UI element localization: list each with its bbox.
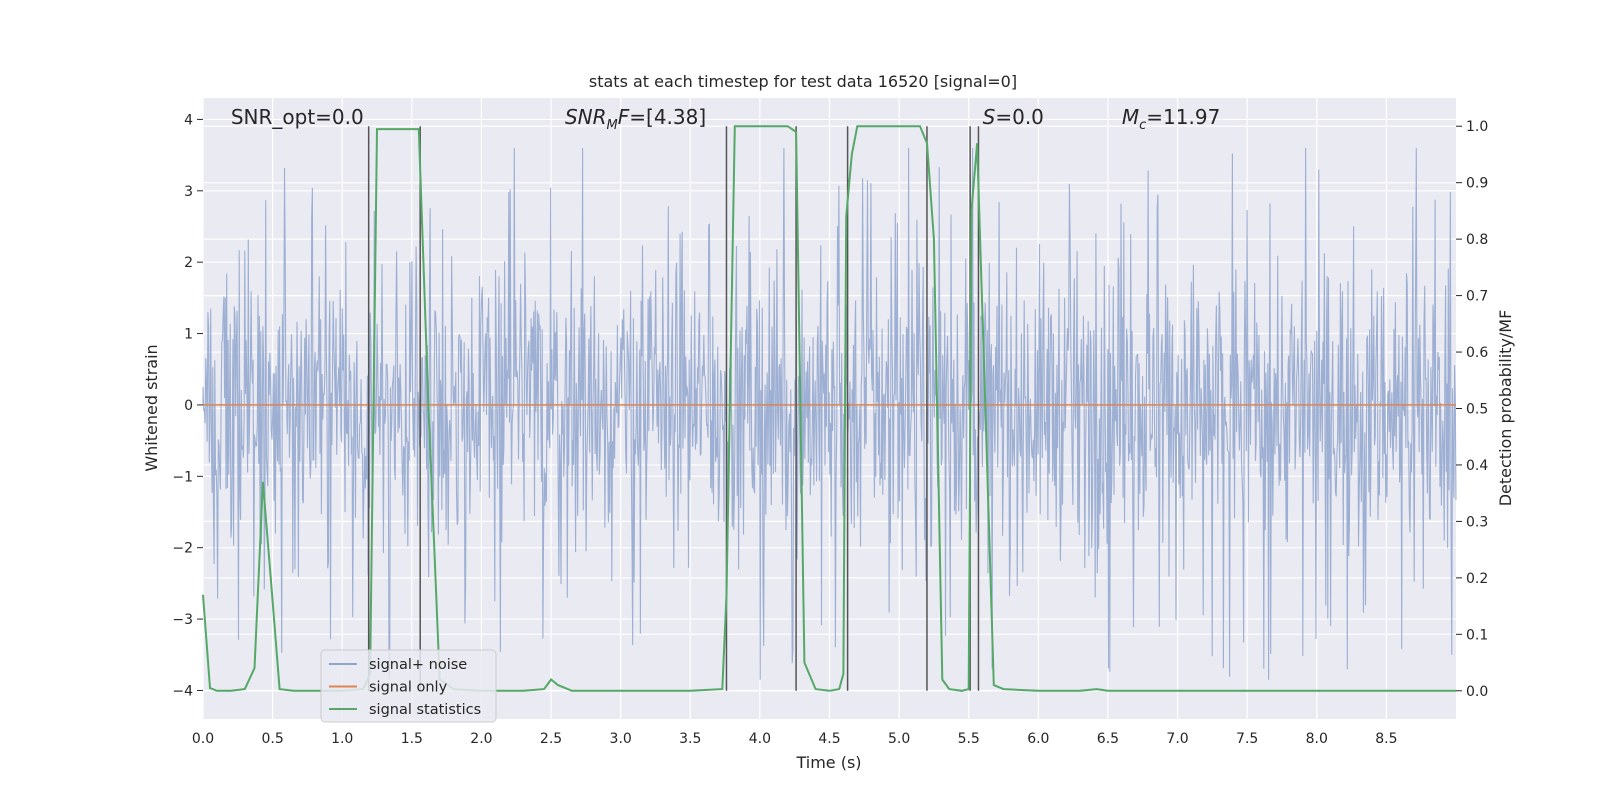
y-tick-label: 2 (184, 255, 193, 271)
y2-tick-label: 0.7 (1466, 289, 1488, 305)
legend: signal+ noise signal only signal statistic… (320, 649, 497, 723)
y2-tick-label: 0.8 (1466, 232, 1488, 248)
x-tick-label: 0.5 (261, 731, 283, 747)
annotation-text: Mc=11.97 (1122, 105, 1220, 133)
signal-noise-series (202, 147, 1457, 680)
legend-label: signal statistics (369, 702, 481, 718)
x-tick-label: 3.0 (610, 731, 632, 747)
x-tick-label: 1.5 (401, 731, 423, 747)
annotation-text: SNR_opt=0.0 (231, 105, 364, 129)
x-tick-label: 6.5 (1097, 731, 1119, 747)
y2-tick-label: 0.5 (1466, 402, 1488, 418)
annotations: SNR_opt=0.0 SNRMF=[4.38] S=0.0 Mc=11.97 (231, 105, 1220, 133)
x-axis-label: Time (s) (795, 753, 861, 772)
x-tick-label: 2.5 (540, 731, 562, 747)
y-tick-label: −3 (172, 612, 193, 628)
y-tick-label: −1 (172, 469, 193, 485)
x-tick-label: 7.0 (1166, 731, 1188, 747)
x-tick-label: 8.5 (1375, 731, 1397, 747)
y-axis-ticks: −4 −3 −2 −1 0 1 2 3 4 (172, 112, 203, 699)
x-tick-label: 5.5 (958, 731, 980, 747)
legend-box (320, 649, 497, 723)
y-tick-label: 1 (184, 327, 193, 343)
annotation-text: S=0.0 (983, 105, 1044, 129)
x-tick-label: 8.0 (1306, 731, 1328, 747)
y2-tick-label: 0.6 (1466, 345, 1488, 361)
legend-label: signal+ noise (369, 657, 467, 673)
vertical-marker-lines (367, 126, 980, 691)
y2-tick-label: 0.1 (1466, 627, 1488, 643)
y2-tick-label: 0.4 (1466, 458, 1488, 474)
x-tick-label: 1.0 (331, 731, 353, 747)
y2-tick-label: 0.3 (1466, 514, 1488, 530)
x-tick-label: 3.5 (679, 731, 701, 747)
x-tick-label: 5.0 (888, 731, 910, 747)
x-tick-label: 4.5 (818, 731, 840, 747)
y2-axis-ticks: 0.0 0.1 0.2 0.3 0.4 0.5 0.6 0.7 0.8 0.9 1.0 (1456, 119, 1488, 700)
y-tick-label: 4 (184, 112, 193, 128)
x-axis-ticks: 0.0 0.5 1.0 1.5 2.0 2.5 3.0 3.5 4.0 4.5 5.0 5.5 6.0 6… (192, 731, 1398, 747)
y-tick-label: −4 (172, 683, 193, 699)
y2-tick-label: 0.9 (1466, 176, 1488, 192)
x-tick-label: 0.0 (192, 731, 214, 747)
y2-tick-label: 0.0 (1466, 684, 1488, 700)
x-tick-label: 2.0 (470, 731, 492, 747)
x-tick-label: 6.0 (1027, 731, 1049, 747)
y-tick-label: 3 (184, 184, 193, 200)
annotation-text: SNRMF=[4.38] (565, 105, 706, 133)
y-axis-label: Whitened strain (142, 344, 161, 471)
y-tick-label: −2 (172, 541, 193, 557)
x-tick-label: 7.5 (1236, 731, 1258, 747)
y2-axis-label: Detection probability/MF (1496, 310, 1515, 507)
signal-noise-line (202, 147, 1457, 680)
y2-tick-label: 0.2 (1466, 571, 1488, 587)
chart-title: stats at each timestep for test data 165… (589, 72, 1017, 91)
y2-tick-label: 1.0 (1466, 119, 1488, 135)
legend-label: signal only (369, 680, 448, 696)
x-tick-label: 4.0 (749, 731, 771, 747)
y-tick-label: 0 (184, 398, 193, 414)
